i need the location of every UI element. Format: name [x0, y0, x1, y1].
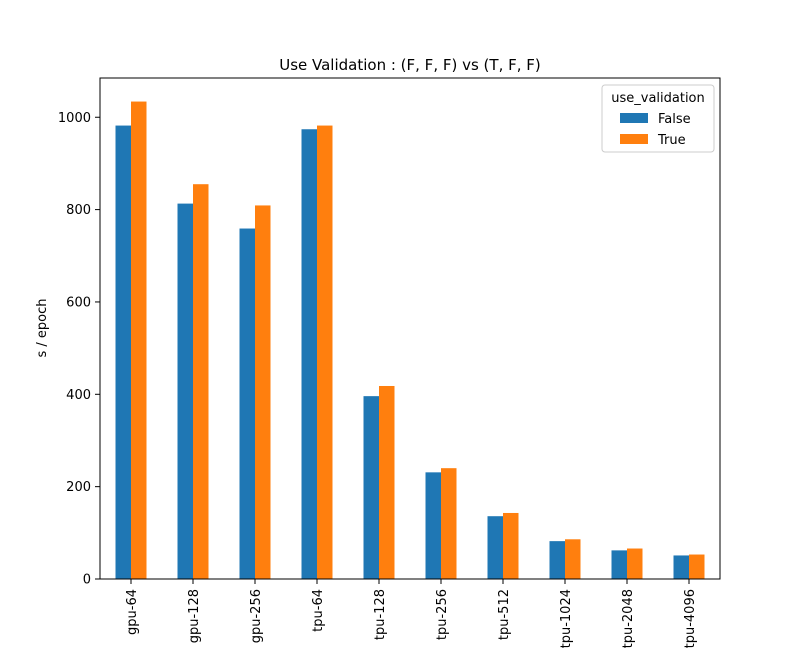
- legend-swatch-false: [620, 113, 648, 123]
- legend-title: use_validation: [611, 91, 705, 106]
- x-tick-label-gpu-256: gpu-256: [249, 589, 264, 643]
- bar-tpu-4096-false: [673, 555, 689, 579]
- bar-tpu-4096-true: [689, 554, 705, 579]
- bar-tpu-128-true: [379, 385, 395, 579]
- bar-tpu-1024-true: [565, 539, 581, 579]
- y-tick-label-600: 600: [66, 295, 91, 310]
- legend-swatch-true: [620, 134, 648, 144]
- x-tick-label-tpu-64: tpu-64: [311, 589, 326, 632]
- bar-tpu-2048-false: [611, 550, 627, 579]
- bar-tpu-64-false: [301, 129, 317, 579]
- x-tick-label-tpu-256: tpu-256: [435, 589, 450, 640]
- y-tick-label-200: 200: [66, 480, 91, 495]
- x-tick-label-gpu-128: gpu-128: [187, 589, 202, 643]
- x-tick-label-tpu-2048: tpu-2048: [621, 589, 636, 648]
- legend-label-false: False: [658, 112, 691, 127]
- x-tick-label-gpu-64: gpu-64: [125, 589, 140, 635]
- plot-area: [115, 101, 705, 580]
- y-axis-label: s / epoch: [35, 298, 50, 357]
- bar-gpu-256-true: [255, 205, 271, 579]
- bar-tpu-1024-false: [549, 541, 565, 579]
- axes: gpu-64 gpu-128 gpu-256 tpu-64 tpu-128 tpu-256…: [58, 77, 721, 648]
- bar-gpu-128-false: [177, 203, 193, 579]
- chart-title: Use Validation : (F, F, F) vs (T, F, F): [279, 56, 541, 74]
- x-tick-label-tpu-128: tpu-128: [373, 589, 388, 640]
- bar-gpu-128-true: [193, 184, 209, 579]
- x-tick-label-tpu-512: tpu-512: [497, 589, 512, 640]
- bar-gpu-64-false: [115, 125, 131, 579]
- legend: use_validation False True: [601, 84, 715, 153]
- y-tick-label-0: 0: [83, 573, 91, 588]
- bar-tpu-256-true: [441, 468, 457, 579]
- bar-tpu-256-false: [425, 472, 441, 579]
- bar-gpu-256-false: [239, 228, 255, 579]
- bar-tpu-2048-true: [627, 548, 643, 579]
- bar-tpu-512-false: [487, 516, 503, 579]
- bar-tpu-128-false: [363, 396, 379, 579]
- x-tick-label-tpu-4096: tpu-4096: [683, 589, 698, 648]
- bar-gpu-64-true: [131, 101, 147, 580]
- legend-label-true: True: [657, 133, 686, 148]
- bar-tpu-512-true: [503, 512, 519, 579]
- bar-tpu-64-true: [317, 125, 333, 579]
- y-tick-label-1000: 1000: [58, 111, 91, 126]
- x-tick-label-tpu-1024: tpu-1024: [559, 589, 574, 648]
- y-tick-label-800: 800: [66, 203, 91, 218]
- y-tick-label-400: 400: [66, 388, 91, 403]
- axes-frame: [99, 77, 721, 580]
